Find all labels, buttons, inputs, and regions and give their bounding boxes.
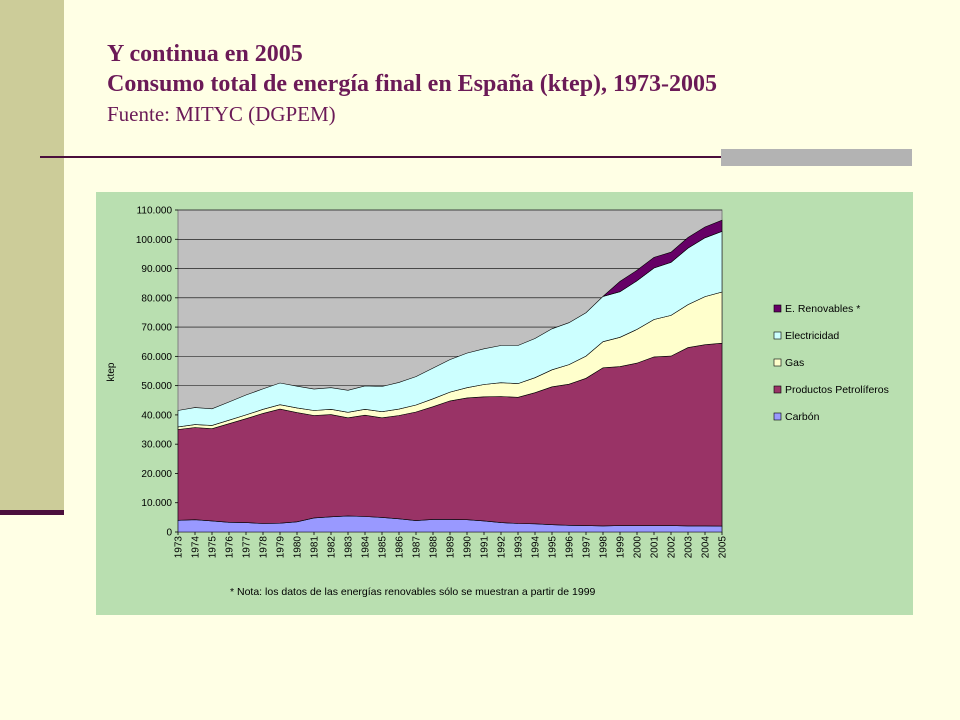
- x-tick-label: 1999: [616, 536, 627, 559]
- slide-title: Y continua en 2005: [107, 41, 303, 67]
- legend-swatch: [773, 304, 782, 313]
- legend-swatch: [773, 358, 782, 367]
- slide-source: Fuente: MITYC (DGPEM): [107, 102, 336, 126]
- y-tick-label: 70.000: [141, 323, 172, 334]
- y-tick-label: 60.000: [141, 352, 172, 363]
- y-tick-label: 50.000: [141, 381, 172, 392]
- legend-swatch: [773, 412, 782, 421]
- x-tick-label: 1979: [276, 536, 287, 559]
- x-tick-label: 2005: [718, 536, 729, 559]
- x-tick-label: 1974: [191, 536, 202, 559]
- y-axis-label: ktep: [106, 362, 117, 381]
- x-tick-label: 1992: [497, 536, 508, 559]
- legend-label: Gas: [785, 357, 804, 369]
- x-tick-label: 1996: [565, 536, 576, 559]
- x-tick-label: 1985: [378, 536, 389, 559]
- legend-label: Carbón: [785, 411, 820, 423]
- legend-swatch: [773, 331, 782, 340]
- y-tick-label: 30.000: [141, 440, 172, 451]
- legend-swatch: [773, 385, 782, 394]
- divider-grey-block: [721, 149, 912, 166]
- x-tick-label: 1977: [242, 536, 253, 559]
- y-tick-label: 80.000: [141, 293, 172, 304]
- x-tick-label: 1998: [599, 536, 610, 559]
- left-decorative-bar: [0, 0, 64, 512]
- x-tick-label: 1978: [259, 536, 270, 559]
- x-tick-label: 2003: [684, 536, 695, 559]
- x-tick-label: 1986: [395, 536, 406, 559]
- slide-title-block: Y continua en 2005 Consumo total de ener…: [107, 40, 717, 129]
- x-tick-label: 1982: [327, 536, 338, 559]
- x-tick-label: 1987: [412, 536, 423, 559]
- x-tick-label: 2000: [633, 536, 644, 559]
- x-tick-label: 1997: [582, 536, 593, 559]
- y-tick-label: 100.000: [136, 235, 173, 246]
- y-tick-label: 20.000: [141, 469, 172, 480]
- chart-panel: 0 10.000 20.000 30.000 40.000 50.000 60.000 70.…: [96, 192, 913, 615]
- y-tick-label: 40.000: [141, 410, 172, 421]
- left-accent-line: [0, 510, 64, 515]
- y-tick-label: 110.000: [137, 206, 173, 217]
- x-tick-label: 1993: [514, 536, 525, 559]
- x-tick-label: 1976: [225, 536, 236, 559]
- legend-label: Productos Petrolíferos: [785, 384, 889, 396]
- x-tick-label: 1995: [548, 536, 559, 559]
- energy-chart: 0 10.000 20.000 30.000 40.000 50.000 60.000 70.…: [106, 206, 889, 599]
- y-tick-label: 0: [166, 528, 172, 539]
- x-tick-label: 1989: [446, 536, 457, 559]
- area-electricidad: [177, 230, 723, 428]
- x-tick-label: 1991: [480, 536, 491, 559]
- chart-note: * Nota: los datos de las energías renova…: [230, 586, 596, 598]
- x-tick-label: 2001: [650, 536, 661, 559]
- x-tick-label: 1980: [293, 536, 304, 559]
- legend-label: Electricidad: [785, 330, 839, 342]
- legend-label: E. Renovables *: [785, 303, 860, 315]
- x-tick-label: 1984: [361, 536, 372, 559]
- y-tick-label: 10.000: [141, 498, 172, 509]
- x-tick-label: 2002: [667, 536, 678, 559]
- x-tick-label: 2004: [701, 536, 712, 559]
- x-tick-label: 1975: [208, 536, 219, 559]
- x-tick-label: 1994: [531, 536, 542, 559]
- area-e-renovables: [602, 219, 723, 297]
- slide-subtitle: Consumo total de energía final en España…: [107, 71, 718, 97]
- x-tick-label: 1988: [429, 536, 440, 559]
- y-tick-label: 90.000: [141, 264, 172, 275]
- x-tick-label: 1981: [310, 536, 321, 559]
- title-divider: [40, 156, 912, 158]
- x-tick-label: 1983: [344, 536, 355, 559]
- x-tick-label: 1973: [174, 536, 185, 559]
- x-tick-label: 1990: [463, 536, 474, 559]
